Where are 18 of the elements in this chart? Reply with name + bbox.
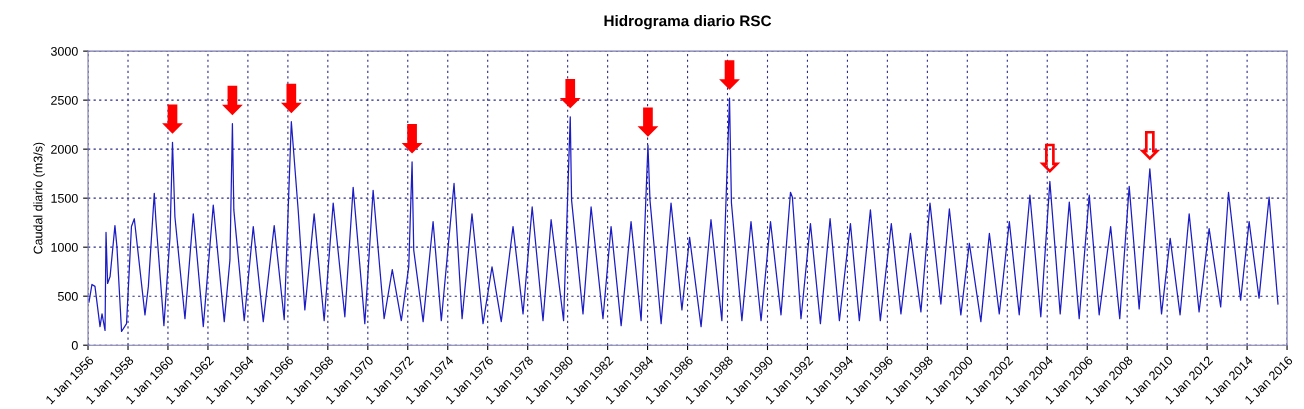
y-tick-label: 3000 <box>50 46 78 56</box>
annotation: ⬇ <box>637 107 659 137</box>
y-tick-label: 500 <box>57 291 78 301</box>
annotation: ⇩ <box>1139 130 1161 161</box>
annotation: ⬇ <box>719 60 740 90</box>
y-tick-label: 1500 <box>51 193 78 203</box>
y-tick-label: 0 <box>71 341 78 350</box>
annotation: ⇩ <box>1039 143 1061 173</box>
y-tick-label: 2000 <box>51 144 78 154</box>
annotation: ⬇ <box>280 83 302 114</box>
y-tick-label: 2500 <box>51 95 78 105</box>
annotation: ⬇ <box>162 104 183 134</box>
annotation: ⬇ <box>222 85 243 116</box>
y-tick-label: 1000 <box>51 242 78 252</box>
y-axis-title: Caudal diario (m3/s) <box>33 142 45 254</box>
annotation: ⬇ <box>401 124 423 154</box>
annotation: ⬇ <box>559 78 581 109</box>
chart-title: Hidrograma diario RSC <box>604 15 772 30</box>
